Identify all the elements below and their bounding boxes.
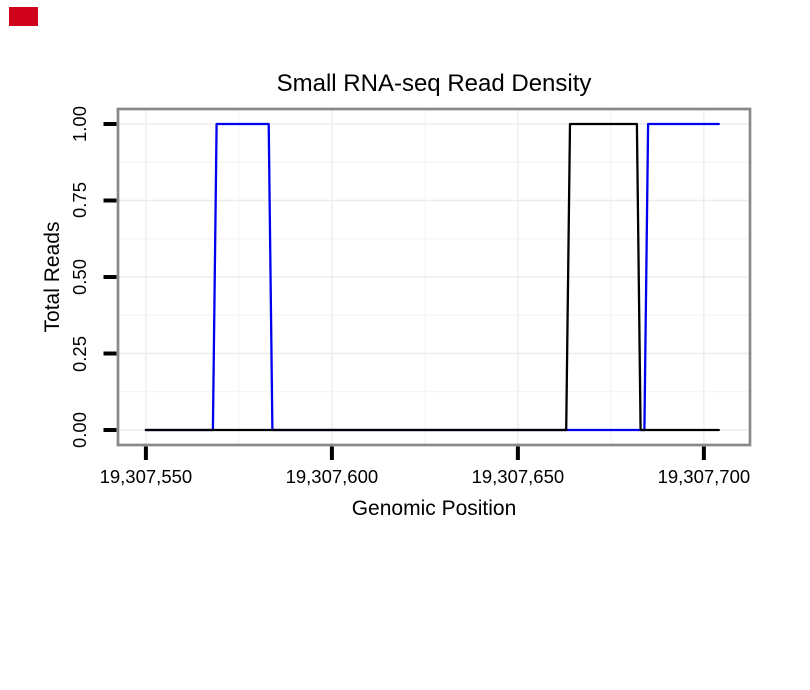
red-marker xyxy=(9,7,38,26)
x-axis-title: Genomic Position xyxy=(351,497,517,520)
x-tick-label: 19,307,700 xyxy=(657,466,751,487)
x-tick-label: 19,307,650 xyxy=(471,466,565,487)
x-tick-label: 19,307,600 xyxy=(285,466,379,487)
y-tick-label: 0.25 xyxy=(69,335,90,372)
y-tick-label: 0.50 xyxy=(69,258,90,296)
legend: Hairpin partition SenseAntisense xyxy=(0,578,810,618)
x-tick-label: 19,307,550 xyxy=(99,466,193,487)
y-tick-label: 1.00 xyxy=(69,105,90,142)
y-tick-label: 0.00 xyxy=(69,411,90,449)
y-tick-label: 0.75 xyxy=(69,182,90,219)
plot-title: Small RNA-seq Read Density xyxy=(276,70,592,97)
